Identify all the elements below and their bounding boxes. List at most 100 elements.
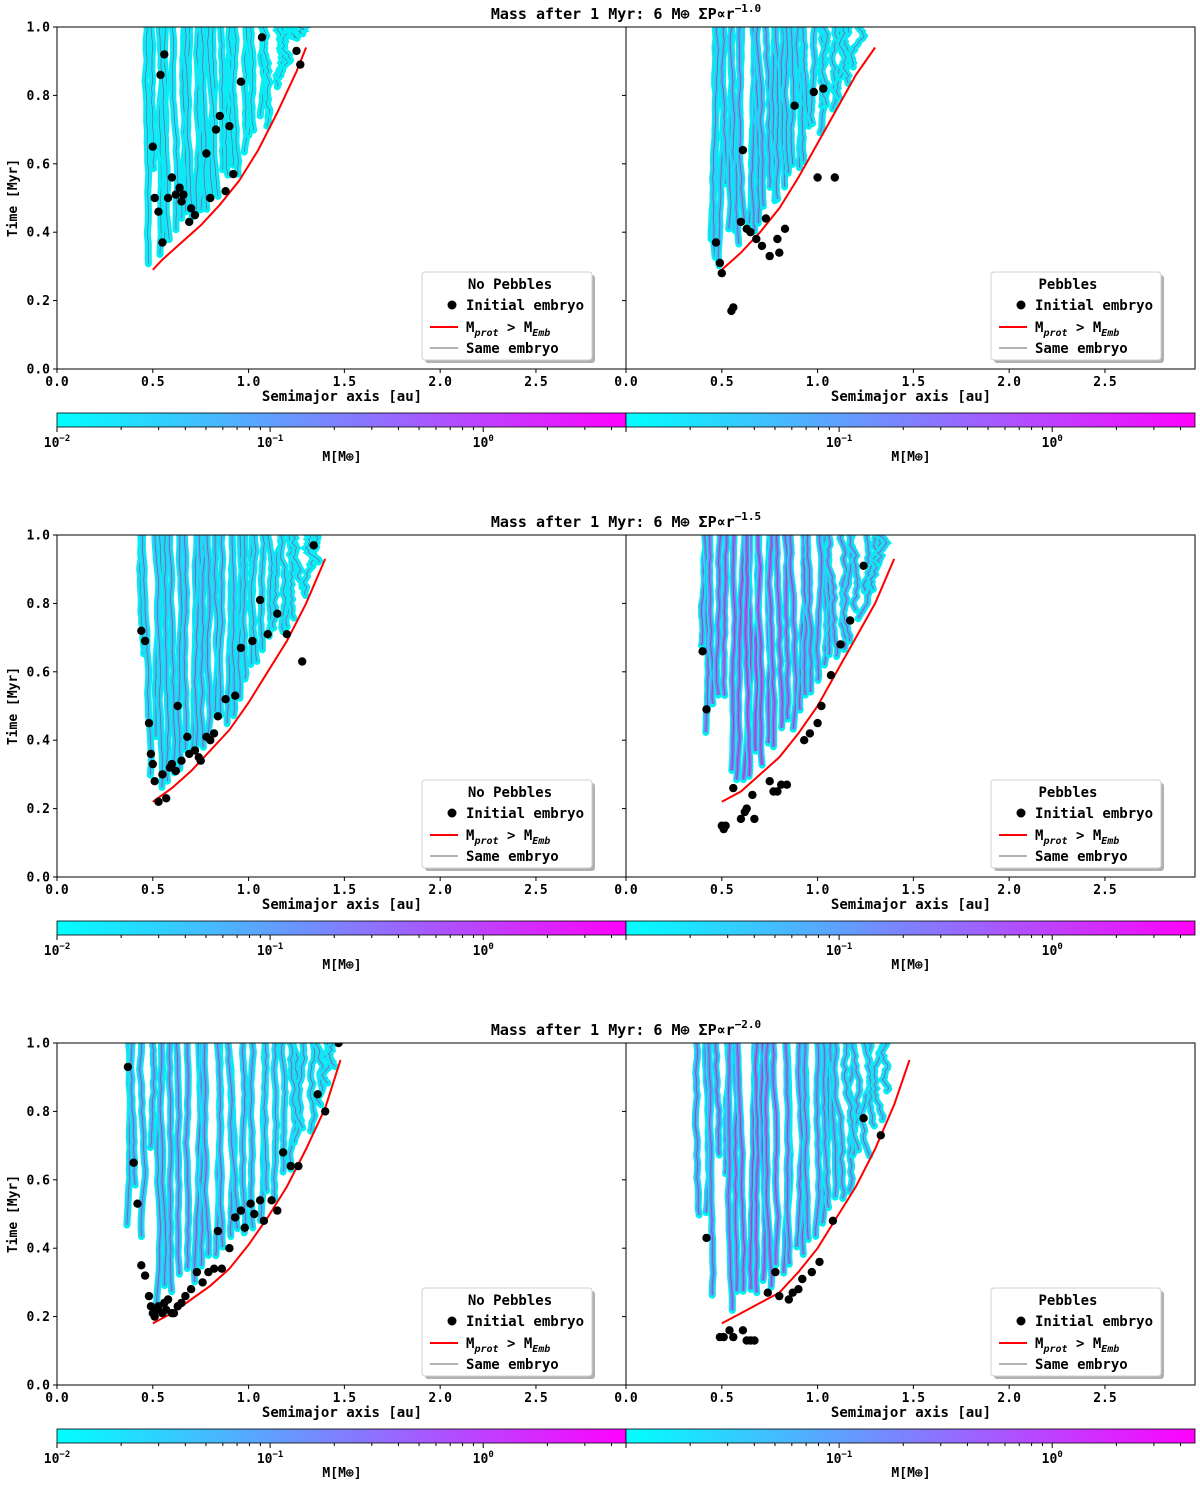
legend-threshold-part: > M [1068, 1336, 1102, 1352]
initial-embryo-point [183, 732, 192, 741]
same-embryo-line [273, 1043, 278, 1200]
initial-embryo-point [167, 173, 177, 182]
same-embryo-line [291, 535, 303, 588]
y-tick-label: 0.4 [27, 1242, 51, 1257]
same-embryo-line [200, 535, 206, 748]
legend-item-threshold: Mprot > MEmb [1035, 1336, 1119, 1355]
initial-embryo-point [248, 636, 257, 646]
x-axis-label: Semimajor axis [au] [831, 1405, 991, 1421]
x-tick-label: 2.5 [524, 1391, 547, 1406]
colorbar-tick-base: 10 [1042, 436, 1058, 451]
x-tick-label: 2.0 [997, 1391, 1021, 1406]
colorbar-tick-exponent: 0 [488, 1450, 493, 1460]
same-embryo-line [185, 1043, 190, 1269]
legend-threshold-part: > M [499, 1336, 533, 1352]
x-tick-label: 0.5 [710, 375, 733, 390]
y-tick-label: 0.2 [27, 802, 50, 817]
legend-item-embryo: Initial embryo [1035, 298, 1153, 314]
plot-area [697, 535, 896, 834]
panel-no-pebbles: 0.0 0.5 1.0 1.5 2.0 2.50.00.20.40.60.81.0Semi… [6, 529, 627, 973]
legend-item-same: Same embryo [466, 341, 559, 357]
colorbar-tick-exponent: −2 [59, 434, 70, 444]
same-embryo-line [784, 27, 789, 174]
same-embryo-line [756, 27, 764, 207]
initial-embryo-point [206, 193, 215, 203]
initial-embryo-point [765, 777, 774, 786]
chart-title: Mass after 1 Myr: 6 M⊕ ΣP∝r−1.0 [491, 2, 761, 23]
same-embryo-line [231, 535, 236, 716]
x-tick-label: 1.0 [237, 1391, 261, 1406]
legend-threshold-part: prot [473, 836, 498, 847]
x-tick-label: 0.0 [45, 883, 69, 898]
y-tick-label: 0.6 [27, 665, 51, 680]
initial-embryo-point [813, 718, 822, 728]
panel-pebbles: 0.0 0.5 1.0 1.5 2.0 2.5 Semimajor axis [au] Peb… [614, 26, 1196, 465]
legend-threshold-part: Emb [532, 328, 550, 339]
initial-embryo-point [859, 561, 868, 570]
same-embryo-line [694, 1043, 700, 1216]
axes-frame [625, 1042, 1196, 1386]
legend-box [990, 271, 1162, 361]
legend-threshold-part: prot [1042, 1344, 1067, 1355]
colorbar-tick-label: 10−2 [44, 434, 71, 451]
same-embryo-line [843, 1043, 859, 1150]
same-embryo-line [721, 27, 728, 184]
initial-embryo-point [273, 609, 282, 618]
colorbar-tick-label: 100 [473, 434, 494, 451]
colorbar-tick-label: 100 [473, 1450, 494, 1467]
legend-embryo-marker [447, 300, 457, 310]
initial-embryo-point [830, 173, 839, 182]
chart-row-1: Mass after 1 Myr: 6 M⊕ ΣP∝r−1.0 0.0 0.5 1.0… [6, 2, 1196, 465]
initial-embryo-point [169, 1309, 179, 1318]
initial-embryo-point [800, 736, 809, 745]
colorbar-tick-base: 10 [473, 1452, 489, 1467]
colorbar-tick-exponent: 0 [1057, 1450, 1062, 1460]
same-embryo-line [838, 27, 850, 84]
initial-embryo-point [859, 1114, 868, 1123]
same-embryo-line [789, 535, 797, 730]
y-tick-label: 0.0 [27, 363, 51, 378]
initial-embryo-point [765, 251, 774, 261]
initial-embryo-point [846, 616, 855, 625]
initial-embryo-point [229, 169, 238, 179]
colorbar-label: M[M⊕] [322, 450, 361, 465]
same-embryo-line [737, 1043, 745, 1292]
colorbar-tick-base: 10 [44, 1452, 60, 1467]
initial-embryo-point [186, 204, 196, 213]
y-tick-label: 1.0 [27, 21, 51, 36]
legend-item-same: Same embryo [1035, 1357, 1128, 1373]
colorbar-tick-base: 10 [1042, 944, 1058, 959]
colorbar [625, 920, 1196, 936]
initial-embryo-point [742, 804, 751, 813]
same-embryo-line [708, 1043, 714, 1296]
same-embryo-line [816, 535, 823, 681]
x-axis-label: Semimajor axis [au] [831, 897, 991, 913]
colorbar-tick-exponent: −1 [273, 434, 284, 444]
initial-embryo-point [807, 1267, 816, 1277]
initial-embryo-point [738, 1326, 748, 1335]
x-tick-label: 2.0 [997, 375, 1021, 390]
initial-embryo-point [202, 149, 211, 158]
legend-title: Pebbles [1038, 785, 1097, 801]
legend-title: No Pebbles [468, 1293, 552, 1309]
initial-embryo-point [186, 1285, 196, 1294]
same-embryo-line [715, 535, 721, 696]
legend-threshold-part: M [466, 1336, 474, 1352]
colorbar [56, 1428, 627, 1444]
initial-embryo-point [721, 821, 730, 830]
same-embryo-line [200, 27, 208, 210]
same-embryo-line [772, 1043, 779, 1265]
initial-embryo-point [154, 207, 163, 216]
colorbar-tick-base: 10 [257, 1452, 273, 1467]
initial-embryo-point [273, 1206, 282, 1215]
same-embryo-line [727, 1043, 733, 1311]
initial-embryo-point [736, 814, 746, 824]
initial-embryo-point [773, 787, 782, 796]
title-exponent: −1.5 [735, 510, 762, 523]
x-tick-label: 0.5 [710, 883, 733, 898]
same-embryo-line [144, 27, 150, 264]
legend-item-same: Same embryo [1035, 341, 1128, 357]
legend-threshold-part: Emb [1101, 1344, 1119, 1355]
legend-box [990, 779, 1162, 869]
initial-embryo-point [836, 640, 845, 649]
